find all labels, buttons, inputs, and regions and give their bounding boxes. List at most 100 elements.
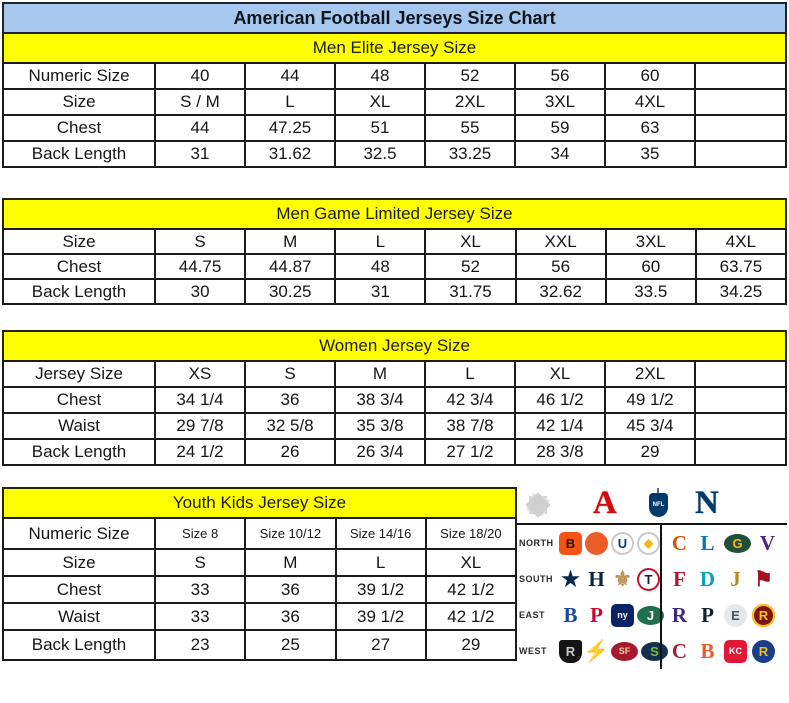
division-row-south: SOUTH ★ H ⚜ T F D J ⚑ [517,561,787,597]
size-cell: 27 [334,629,427,661]
size-cell: 47.25 [244,114,336,142]
size-cell: 44 [244,62,336,90]
raiders-logo: R [559,639,582,663]
bottom-row: Youth Kids Jersey Size Numeric Size Size … [2,485,787,703]
size-cell [694,438,787,466]
size-cell: 39 1/2 [334,575,427,604]
size-cell: 45 3/4 [604,412,696,440]
nfc-logo: N [695,485,719,521]
size-cell: S [244,360,336,388]
women-header: Women Jersey Size [2,330,787,360]
size-cell: L [424,360,516,388]
table-row: Chest 44.75 44.87 48 52 56 60 63.75 [2,253,788,280]
size-cell: 42 1/4 [514,412,606,440]
row-label: Size [2,548,156,577]
size-cell: 29 7/8 [154,412,246,440]
table-row: Size S M L XL XXL 3XL 4XL [2,228,788,255]
size-cell [694,88,787,116]
row-label: Chest [2,575,156,604]
size-cell: L [334,548,427,577]
size-cell: 3XL [514,88,606,116]
division-row-west: WEST R ⚡ SF S C B KC R [517,633,787,669]
section-header-label: Men Elite Jersey Size [312,38,477,57]
size-cell: 42 1/2 [424,602,518,631]
size-cell: Size 10/12 [244,517,337,550]
size-cell: 59 [514,114,606,142]
redskins-logo: R [752,603,775,627]
size-cell: L [334,228,427,255]
lions-logo: L [700,530,715,555]
youth-kids-header: Youth Kids Jersey Size [2,487,517,517]
size-cell: 34 [514,140,606,168]
men-elite-table: Numeric Size 40 44 48 52 56 60 Size S / M L XL 2XL 3… [2,62,787,168]
section-header-label: Women Jersey Size [319,336,470,355]
titans-logo: T [637,567,660,591]
row-label: Size [2,88,156,116]
size-cell: M [334,360,426,388]
browns-logo [585,531,608,555]
size-cell: 60 [604,62,696,90]
chiefs-logo: KC [724,639,747,663]
size-cell: 51 [334,114,426,142]
size-cell: M [244,228,337,255]
table-row: Back Length 30 30.25 31 31.75 32.62 33.5 34.25 [2,278,788,305]
nfl-conference-header: A NFL N [517,485,787,525]
size-cell: Size 8 [153,517,247,550]
size-cell: S / M [154,88,246,116]
size-cell: 55 [424,114,516,142]
table-row: Numeric Size Size 8 Size 10/12 Size 14/16 Si… [2,517,518,550]
table-row: Chest 44 47.25 51 55 59 63 [2,114,787,142]
size-cell [694,360,787,388]
nfl-shield-text: NFL [652,502,665,508]
table-row: Back Length 23 25 27 29 [2,629,518,661]
size-cell: 34 1/4 [154,386,246,414]
section-men-game-limited: Men Game Limited Jersey Size Size S M L XL XX… [2,198,788,305]
dolphins-logo: D [699,566,716,591]
size-cell: S [153,228,247,255]
cardinals-logo: C [671,638,688,663]
size-cell: M [244,548,337,577]
afc-team-logos: B U ◆ [559,525,660,561]
size-cell: 4XL [604,88,696,116]
table-row: Jersey Size XS S M L XL 2XL [2,360,787,388]
size-cell: XL [424,548,518,577]
division-label: NORTH [519,538,554,548]
size-cell: 31 [154,140,246,168]
buccaneers-logo: ⚑ [754,566,773,591]
size-cell: 56 [514,253,607,280]
jaguars-logo: J [730,566,741,591]
row-label: Jersey Size [2,360,156,388]
size-cell: 31.75 [424,278,517,305]
size-cell: 36 [244,575,337,604]
table-row: Chest 33 36 39 1/2 42 1/2 [2,575,518,604]
size-cell [694,62,787,90]
division-label: WEST [519,646,547,656]
size-cell: 48 [334,253,427,280]
cowboys-logo: ★ [561,566,580,591]
saints-logo: ⚜ [613,566,632,591]
size-cell: 32.62 [514,278,607,305]
row-label: Back Length [2,629,156,661]
table-row: Size S M L XL [2,548,518,577]
patriots-logo: P [590,602,603,627]
size-cell: 33.5 [604,278,697,305]
size-cell: 42 1/2 [424,575,518,604]
size-cell: S [153,548,247,577]
afc-team-logos: R ⚡ SF S [559,633,668,669]
size-cell: 26 [244,438,336,466]
size-cell: 44.87 [244,253,337,280]
men-game-limited-header: Men Game Limited Jersey Size [2,198,787,228]
nfc-team-logos: F D J ⚑ [660,561,787,597]
size-cell: 26 3/4 [334,438,426,466]
size-cell: 40 [154,62,246,90]
women-table: Jersey Size XS S M L XL 2XL Chest 34 1/4 36 38 3/4… [2,360,787,466]
table-row: Numeric Size 40 44 48 52 56 60 [2,62,787,90]
youth-kids-table: Numeric Size Size 8 Size 10/12 Size 14/16 Si… [2,517,518,661]
size-cell: 38 7/8 [424,412,516,440]
size-cell: 34.25 [694,278,788,305]
size-cell: 25 [244,629,337,661]
size-cell: 35 [604,140,696,168]
